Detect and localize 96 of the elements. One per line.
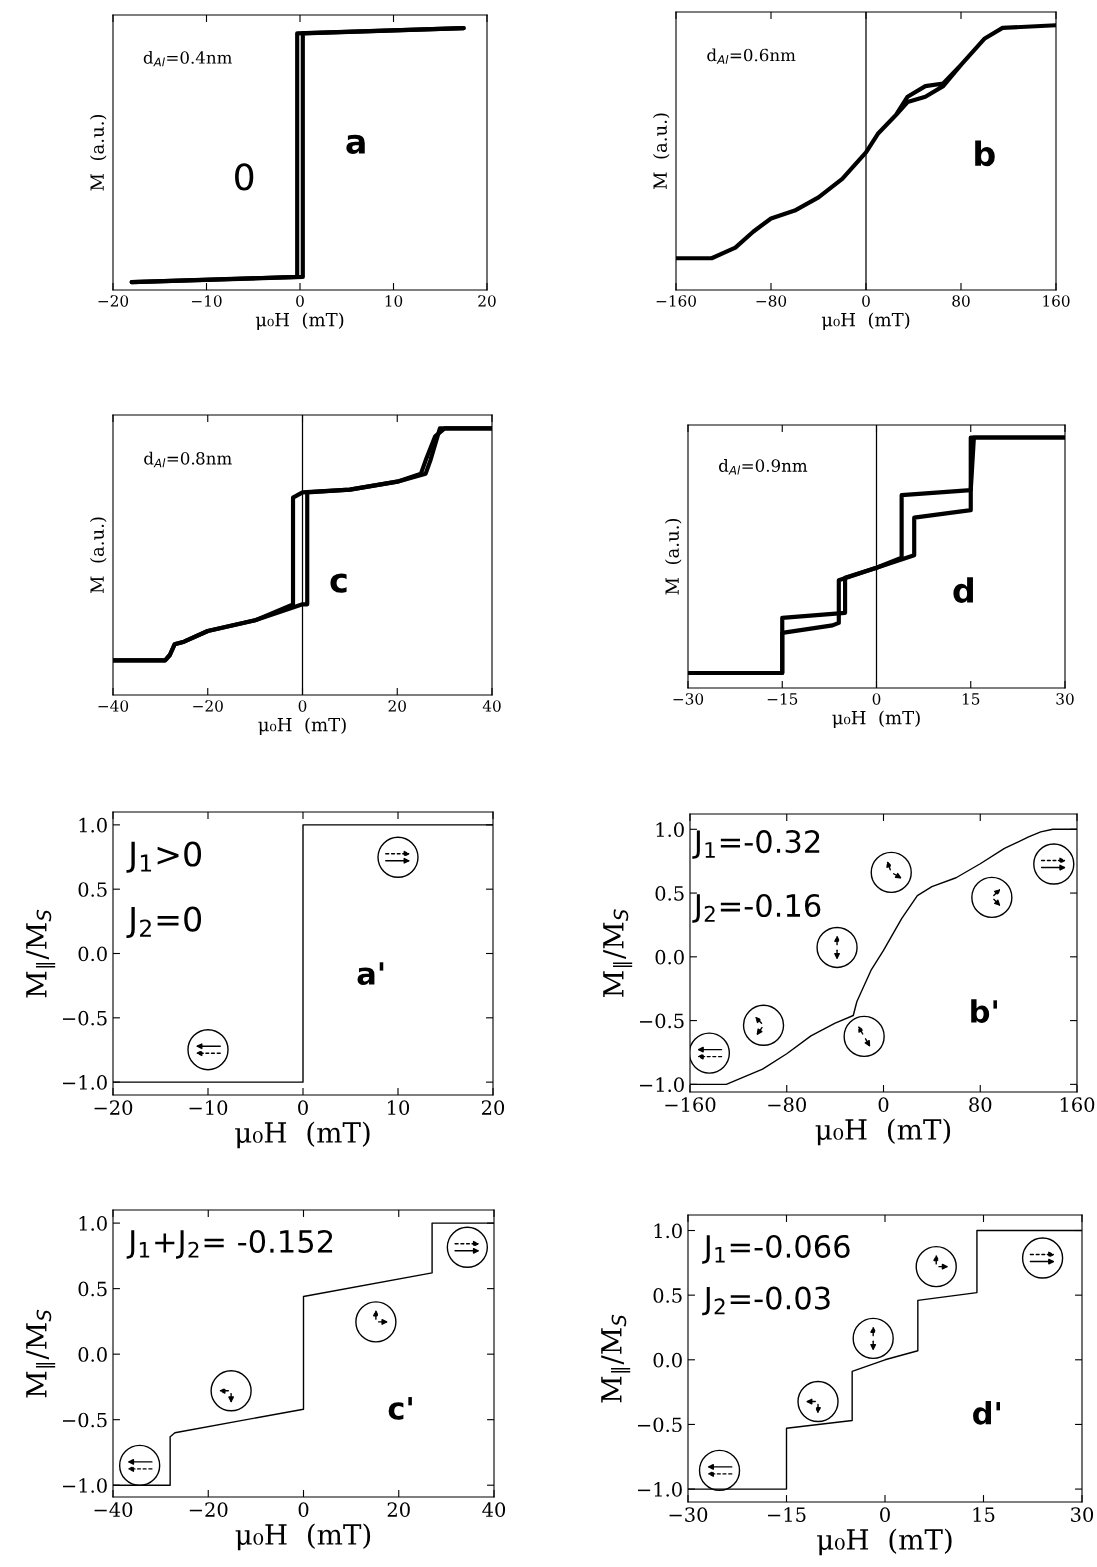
- x-tick-label: 80: [969, 1097, 992, 1112]
- x-tick-label: −15: [768, 1507, 806, 1522]
- x-tick-label: 20: [478, 295, 496, 307]
- x-tick-label: −160: [665, 1097, 716, 1112]
- annotation: a: [346, 134, 365, 154]
- annotation: J$_{1}$=-0.066: [702, 1234, 850, 1264]
- annotation: J$_{2}$=-0.03: [702, 1286, 830, 1316]
- x-tick-label: 15: [973, 1507, 995, 1522]
- annotation: b': [971, 999, 997, 1024]
- annotation: d$_{Al}$=0.6nm: [707, 48, 796, 64]
- y-tick-label: 0.5: [78, 1281, 107, 1297]
- x-axis-title: μ₀H (mT): [815, 1118, 951, 1146]
- y-axis-title: M (a.u.): [652, 113, 670, 190]
- x-tick-label: 0: [298, 1100, 308, 1115]
- y-axis-title: M$_{∥}$/M$_{S}$: [603, 909, 633, 997]
- x-axis-title: μ₀H (mT): [235, 1523, 371, 1551]
- x-tick-label: 15: [962, 693, 980, 705]
- y-tick-label: 1.0: [79, 1216, 107, 1231]
- annotation: d: [953, 577, 973, 603]
- annotation: d$_{Al}$=0.8nm: [144, 451, 232, 468]
- x-axis-title: μ₀H (mT): [258, 717, 346, 735]
- x-tick-label: −40: [94, 1502, 133, 1517]
- x-tick-label: 0: [862, 295, 870, 307]
- x-tick-label: −20: [94, 1100, 133, 1115]
- y-tick-label: −0.5: [62, 1412, 107, 1428]
- x-tick-label: 20: [481, 1100, 505, 1115]
- x-tick-label: 0: [878, 1097, 889, 1112]
- y-tick-label: −0.5: [62, 1010, 107, 1026]
- y-tick-label: −0.5: [639, 1013, 684, 1029]
- x-axis-title: μ₀H (mT): [817, 1528, 952, 1556]
- x-tick-label: 0: [880, 1507, 890, 1522]
- x-tick-label: 0: [298, 700, 307, 712]
- x-tick-label: −20: [98, 295, 129, 307]
- x-tick-label: 30: [1071, 1507, 1094, 1522]
- y-tick-label: 1.0: [79, 817, 107, 833]
- y-tick-label: 0.5: [653, 1288, 682, 1303]
- x-tick-label: −40: [98, 700, 129, 712]
- y-tick-label: 0.0: [78, 1347, 107, 1362]
- x-tick-label: 0: [872, 693, 881, 705]
- x-tick-label: −30: [673, 693, 704, 705]
- annotation: d$_{Al}$=0.4nm: [143, 50, 232, 67]
- x-tick-label: −15: [767, 693, 798, 705]
- annotation: c': [388, 1397, 412, 1420]
- x-axis-title: μ₀H (mT): [235, 1121, 370, 1149]
- x-tick-label: 0: [296, 295, 304, 307]
- y-axis-title: M (a.u.): [89, 114, 107, 191]
- annotation: J$_{2}$=-0.16: [692, 893, 821, 923]
- x-tick-label: 80: [952, 295, 970, 307]
- annotation: c: [330, 573, 347, 593]
- x-tick-label: 10: [385, 295, 403, 307]
- annotation: d': [973, 1401, 1000, 1425]
- x-tick-label: −160: [656, 295, 696, 307]
- x-tick-label: 160: [1060, 1097, 1095, 1112]
- y-tick-label: 1.0: [654, 1223, 682, 1239]
- x-tick-label: 30: [1056, 693, 1074, 705]
- x-tick-label: −10: [192, 295, 222, 307]
- y-axis-title: M$_{∥}$/M$_{S}$: [601, 1314, 631, 1403]
- y-tick-label: −1.0: [637, 1482, 682, 1497]
- y-axis-title: M (a.u.): [89, 517, 107, 594]
- x-tick-label: 10: [388, 1100, 410, 1115]
- y-tick-label: 0.5: [78, 882, 107, 897]
- x-axis-title: μ₀H (mT): [821, 312, 910, 330]
- x-axis-title: μ₀H (mT): [255, 312, 344, 330]
- x-tick-label: −20: [193, 700, 223, 712]
- annotation: J$_{1}$=-0.32: [692, 830, 820, 859]
- x-tick-label: 20: [387, 1502, 410, 1517]
- annotation: b: [975, 140, 995, 167]
- x-tick-label: 40: [482, 700, 501, 712]
- annotation: J$_{1}$>0: [126, 841, 202, 873]
- y-axis-title: M (a.u.): [664, 518, 682, 595]
- annotation: a': [357, 962, 384, 986]
- y-tick-label: −1.0: [62, 1075, 107, 1090]
- x-tick-label: −10: [189, 1100, 228, 1115]
- x-tick-label: 20: [388, 700, 406, 712]
- x-tick-label: −80: [768, 1097, 806, 1112]
- annotation: d$_{Al}$=0.9nm: [718, 459, 808, 475]
- x-axis-title: μ₀H (mT): [832, 710, 920, 728]
- y-tick-label: 0.0: [653, 1352, 682, 1368]
- y-axis-title: M$_{∥}$/M$_{S}$: [26, 909, 56, 998]
- x-tick-label: −80: [756, 295, 787, 307]
- annotation: J$_{2}$=0: [126, 906, 202, 938]
- y-tick-label: 0.0: [78, 946, 107, 962]
- x-tick-label: 40: [482, 1502, 506, 1517]
- annotation: 0: [235, 163, 254, 191]
- y-tick-label: −1.0: [639, 1077, 684, 1093]
- x-tick-label: −20: [189, 1502, 228, 1517]
- x-tick-label: 160: [1043, 295, 1070, 307]
- y-tick-label: 1.0: [656, 822, 684, 837]
- y-tick-label: −0.5: [637, 1417, 682, 1433]
- y-tick-label: −1.0: [62, 1478, 107, 1493]
- annotation: J$_{1}$+J$_{2}$= -0.152: [126, 1229, 333, 1259]
- y-tick-label: 0.0: [655, 949, 684, 965]
- y-axis-title: M$_{∥}$/M$_{S}$: [26, 1309, 56, 1398]
- x-tick-label: 0: [298, 1502, 309, 1517]
- x-tick-label: −30: [669, 1507, 708, 1522]
- y-tick-label: 0.5: [655, 886, 684, 901]
